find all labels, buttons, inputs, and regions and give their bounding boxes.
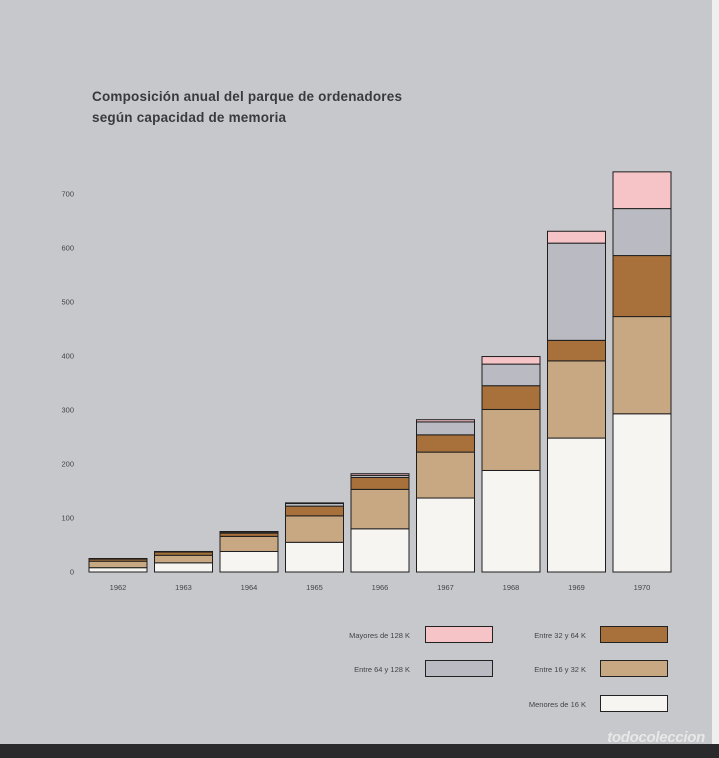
x-tick-label: 1969 [568,583,585,592]
bar-segment-1964-0 [219,550,279,573]
bar-segment-1962-0 [88,567,148,573]
bar-segment-1966-1 [350,488,410,530]
legend-swatch [425,660,493,677]
bar-segment-1970-0 [612,413,672,573]
bar-segment-1969-3 [547,242,606,341]
bar-segment-1970-2 [612,255,672,318]
bar-segment-1970-4 [612,171,672,210]
x-tick-label: 1962 [110,583,127,592]
bar-segment-1962-3 [88,558,148,560]
bar-segment-1967-4 [416,419,475,423]
bar-segment-1967-2 [416,434,475,453]
bar-segment-1965-4 [285,502,344,504]
legend-swatch [600,695,668,712]
legend-swatch [600,660,668,677]
y-tick-label: 100 [61,514,74,523]
bar-segment-1964-1 [219,535,279,552]
bar-segment-1967-3 [416,421,475,436]
bar-segment-1966-2 [350,477,410,490]
x-tick-label: 1968 [503,583,520,592]
y-tick-label: 200 [61,460,74,469]
bar-segment-1968-0 [481,469,541,573]
y-tick-label: 700 [61,190,74,199]
legend-swatch [425,626,493,643]
y-tick-label: 300 [61,406,74,415]
legend-label: Menores de 16 K [528,700,586,709]
bar-segment-1963-1 [154,554,213,564]
chart-title: Composición anual del parque de ordenado… [92,86,402,128]
chart-title-line-1: Composición anual del parque de ordenado… [92,89,403,104]
y-tick-label: 500 [61,298,74,307]
bar-segment-1967-0 [416,497,475,573]
bar-segment-1968-2 [481,385,541,410]
page-edge [712,0,719,758]
y-tick-label: 400 [61,352,74,361]
bottom-bar [0,744,719,758]
x-tick-label: 1970 [634,583,651,592]
legend-label: Entre 16 y 32 K [534,665,586,674]
bar-segment-1963-0 [154,562,213,573]
bar-segment-1969-0 [547,437,606,573]
bar-segment-1969-2 [547,339,606,362]
x-tick-label: 1963 [175,583,192,592]
x-tick-label: 1967 [437,583,454,592]
bar-segment-1970-1 [612,316,672,415]
bar-segment-1965-1 [285,515,344,543]
legend-swatch [600,626,668,643]
legend-label: Entre 32 y 64 K [534,631,586,640]
bar-segment-1963-3 [154,550,213,553]
x-tick-label: 1966 [372,583,389,592]
y-tick-label: 0 [70,568,74,577]
x-tick-label: 1965 [306,583,323,592]
bar-segment-1968-3 [481,363,541,387]
x-tick-label: 1964 [241,583,258,592]
legend-label: Mayores de 128 K [349,631,410,640]
bar-segment-1962-1 [88,560,148,569]
chart-title-line-2: según capacidad de memoria [92,110,287,125]
bar-segment-1968-4 [481,356,541,365]
bar-segment-1968-1 [481,408,541,471]
watermark-logo: todocoleccion [607,729,705,746]
y-tick-label: 600 [61,244,74,253]
bar-segment-1967-1 [416,451,475,499]
bar-segment-1969-4 [547,230,606,244]
bar-segment-1965-0 [285,541,344,573]
bar-segment-1970-3 [612,208,672,257]
bar-segment-1964-4 [219,531,279,533]
bar-segment-1966-0 [350,528,410,573]
legend-label: Entre 64 y 128 K [354,665,410,674]
bar-segment-1966-4 [350,473,410,476]
bar-segment-1969-1 [547,360,606,439]
bar-segment-1965-2 [285,505,344,517]
